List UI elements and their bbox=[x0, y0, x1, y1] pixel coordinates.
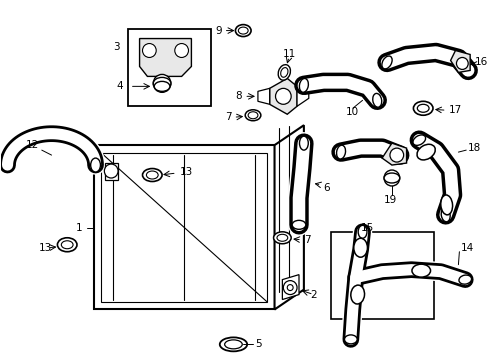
Polygon shape bbox=[140, 39, 192, 76]
Text: 12: 12 bbox=[25, 140, 39, 150]
Ellipse shape bbox=[417, 104, 429, 112]
Polygon shape bbox=[282, 275, 299, 300]
Ellipse shape bbox=[143, 168, 162, 181]
Bar bbox=[94, 145, 274, 310]
Ellipse shape bbox=[441, 195, 453, 215]
Ellipse shape bbox=[61, 241, 73, 249]
Text: 8: 8 bbox=[236, 91, 242, 101]
Ellipse shape bbox=[220, 337, 247, 351]
Ellipse shape bbox=[358, 225, 367, 238]
Ellipse shape bbox=[277, 234, 288, 241]
Polygon shape bbox=[297, 82, 309, 106]
Ellipse shape bbox=[354, 238, 368, 257]
Circle shape bbox=[153, 75, 171, 92]
Text: 19: 19 bbox=[383, 195, 396, 205]
Ellipse shape bbox=[417, 144, 435, 160]
Ellipse shape bbox=[382, 56, 392, 69]
Ellipse shape bbox=[281, 68, 288, 77]
Ellipse shape bbox=[238, 27, 248, 34]
Text: 6: 6 bbox=[323, 183, 330, 193]
Text: 10: 10 bbox=[346, 107, 359, 117]
Ellipse shape bbox=[273, 232, 291, 244]
Text: 15: 15 bbox=[361, 223, 374, 233]
Text: 2: 2 bbox=[310, 289, 317, 300]
Ellipse shape bbox=[57, 238, 77, 252]
Ellipse shape bbox=[459, 275, 471, 284]
Ellipse shape bbox=[224, 340, 242, 349]
Text: 18: 18 bbox=[468, 143, 482, 153]
Text: 16: 16 bbox=[475, 58, 489, 67]
Text: 3: 3 bbox=[113, 41, 120, 51]
Ellipse shape bbox=[384, 173, 400, 183]
Ellipse shape bbox=[299, 78, 308, 92]
Text: 13: 13 bbox=[39, 243, 52, 253]
Text: 14: 14 bbox=[461, 243, 474, 253]
Bar bbox=[128, 28, 211, 106]
Ellipse shape bbox=[292, 220, 306, 229]
Ellipse shape bbox=[147, 171, 158, 179]
Ellipse shape bbox=[248, 112, 258, 119]
Text: 13: 13 bbox=[180, 167, 193, 177]
Circle shape bbox=[287, 285, 293, 291]
Circle shape bbox=[384, 170, 400, 186]
Ellipse shape bbox=[373, 93, 382, 107]
Circle shape bbox=[457, 58, 468, 69]
Text: 9: 9 bbox=[215, 26, 222, 36]
Circle shape bbox=[175, 44, 189, 58]
Polygon shape bbox=[382, 143, 407, 165]
Circle shape bbox=[104, 164, 118, 178]
Polygon shape bbox=[258, 88, 270, 104]
Ellipse shape bbox=[235, 24, 251, 37]
Ellipse shape bbox=[245, 110, 261, 121]
Circle shape bbox=[275, 88, 291, 104]
Ellipse shape bbox=[337, 145, 345, 159]
Polygon shape bbox=[451, 50, 470, 72]
Text: 5: 5 bbox=[255, 339, 262, 349]
Circle shape bbox=[390, 148, 404, 162]
Circle shape bbox=[283, 280, 297, 294]
Ellipse shape bbox=[413, 135, 426, 145]
Text: 7: 7 bbox=[225, 112, 231, 122]
Ellipse shape bbox=[412, 264, 431, 277]
Ellipse shape bbox=[351, 285, 365, 304]
Bar bbox=[101, 153, 267, 302]
Text: 4: 4 bbox=[116, 81, 123, 91]
Polygon shape bbox=[270, 78, 297, 114]
Ellipse shape bbox=[299, 136, 308, 150]
Ellipse shape bbox=[414, 101, 433, 115]
Circle shape bbox=[143, 44, 156, 58]
Ellipse shape bbox=[154, 81, 170, 91]
Text: 7: 7 bbox=[304, 235, 311, 245]
Ellipse shape bbox=[441, 208, 450, 222]
Ellipse shape bbox=[153, 77, 171, 89]
Ellipse shape bbox=[278, 65, 291, 80]
Polygon shape bbox=[105, 163, 118, 180]
Ellipse shape bbox=[91, 158, 100, 172]
Text: 17: 17 bbox=[449, 105, 462, 115]
Text: 1: 1 bbox=[75, 223, 82, 233]
Text: 11: 11 bbox=[283, 49, 296, 59]
Bar bbox=[331, 232, 434, 319]
Polygon shape bbox=[274, 125, 304, 310]
Ellipse shape bbox=[344, 335, 357, 344]
